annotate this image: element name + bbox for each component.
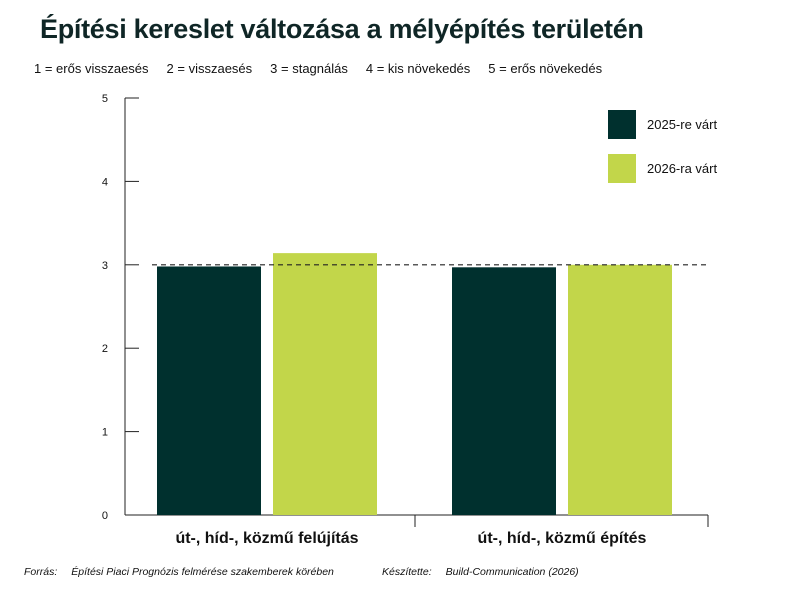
scale-item: 5 = erős növekedés: [488, 61, 603, 76]
chart-title: Építési kereslet változása a mélyépítés …: [40, 14, 644, 44]
y-tick-label: 2: [102, 343, 108, 355]
scale-item: 2 = visszaesés: [166, 61, 253, 76]
author-label: Készítette:: [382, 566, 432, 578]
bar: [157, 266, 261, 515]
source-text: Építési Piaci Prognózis felmérése szakem…: [71, 566, 334, 578]
y-tick-label: 3: [102, 260, 108, 272]
legend-swatch: [608, 154, 636, 183]
y-tick-label: 1: [102, 427, 108, 439]
scale-item: 3 = stagnálás: [270, 61, 348, 76]
x-category-label: út-, híd-, közmű építés: [478, 530, 647, 547]
y-tick-label: 0: [102, 510, 108, 522]
x-category-label: út-, híd-, közmű felújítás: [175, 530, 358, 547]
legend-swatch: [608, 110, 636, 139]
author-note: Készítette: Build-Communication (2026): [382, 566, 579, 578]
bar: [273, 253, 377, 515]
source-note: Forrás: Építési Piaci Prognózis felmérése…: [24, 566, 334, 578]
scale-item: 1 = erős visszaesés: [34, 61, 149, 76]
source-label: Forrás:: [24, 566, 58, 578]
bar: [452, 267, 556, 515]
author-text: Build-Communication (2026): [445, 566, 579, 578]
bar-chart: 0 1 2 3 4 5 út-, híd-, közmű felújítás út-, híd…: [102, 93, 718, 547]
scale-legend: 1 = erős visszaesés 2 = visszaesés 3 = s…: [34, 61, 602, 76]
bar: [568, 264, 672, 515]
legend-label: 2026-ra várt: [647, 161, 717, 176]
legend-label: 2025-re várt: [647, 117, 717, 132]
y-tick-label: 5: [102, 93, 108, 105]
y-tick-label: 4: [102, 176, 108, 188]
scale-item: 4 = kis növekedés: [365, 61, 471, 76]
